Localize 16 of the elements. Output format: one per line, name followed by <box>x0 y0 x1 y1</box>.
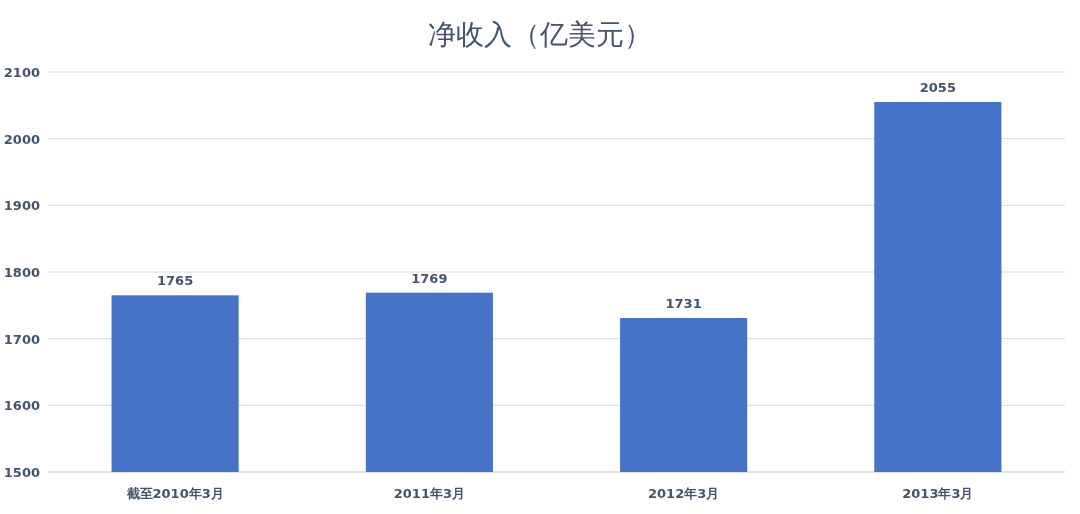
data-label: 2055 <box>919 80 956 95</box>
data-label: 1765 <box>157 273 194 289</box>
data-label: 1769 <box>411 270 448 286</box>
x-tick-label: 2011年3月 <box>393 486 465 501</box>
y-tick-label: 2000 <box>3 131 40 147</box>
x-tick-label: 截至2010年3月 <box>125 486 224 501</box>
y-tick-label: 1700 <box>3 331 40 347</box>
y-tick-label: 1800 <box>3 265 40 280</box>
data-label: 1731 <box>665 296 702 311</box>
chart-title: 净收入（亿美元） <box>428 18 652 51</box>
y-tick-label: 2100 <box>3 65 40 80</box>
x-tick-label: 2013年3月 <box>902 486 974 501</box>
x-tick-label: 2012年3月 <box>648 486 720 501</box>
y-tick-label: 1900 <box>3 198 40 214</box>
y-tick-label: 1500 <box>3 465 40 480</box>
y-tick-label: 1600 <box>3 398 40 414</box>
